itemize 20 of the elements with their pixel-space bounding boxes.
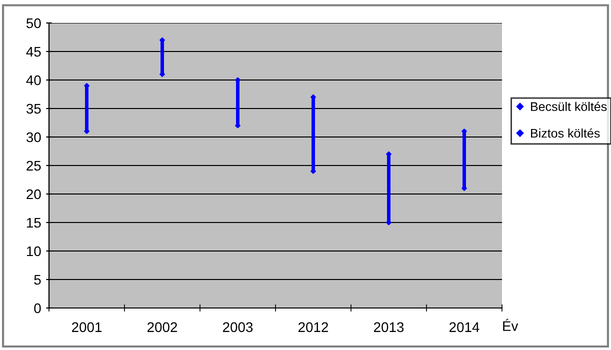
legend-label: Becsült költés	[531, 102, 607, 112]
x-tick-label: 2014	[450, 322, 480, 332]
y-tick-label: 15	[26, 218, 41, 228]
y-tick-label: 0	[34, 303, 41, 314]
x-tick-label: 2001	[72, 322, 102, 332]
x-tick-label: 2013	[374, 322, 404, 332]
x-axis-title: Év	[503, 318, 518, 331]
legend-label: Biztos költés	[531, 128, 600, 138]
y-tick-label: 30	[26, 132, 41, 142]
y-tick-label: 45	[26, 46, 41, 57]
y-tick-label: 50	[26, 18, 41, 28]
y-tick-label: 25	[26, 160, 41, 171]
y-tick-label: 10	[26, 246, 41, 256]
x-tick-label: 2012	[298, 322, 328, 332]
x-tick-label: 2003	[223, 322, 253, 332]
y-tick-label: 35	[26, 104, 41, 114]
y-tick-label: 5	[34, 274, 41, 285]
y-tick-label: 20	[26, 189, 41, 200]
y-tick-label: 40	[26, 75, 41, 86]
x-tick-label: 2002	[148, 322, 178, 332]
